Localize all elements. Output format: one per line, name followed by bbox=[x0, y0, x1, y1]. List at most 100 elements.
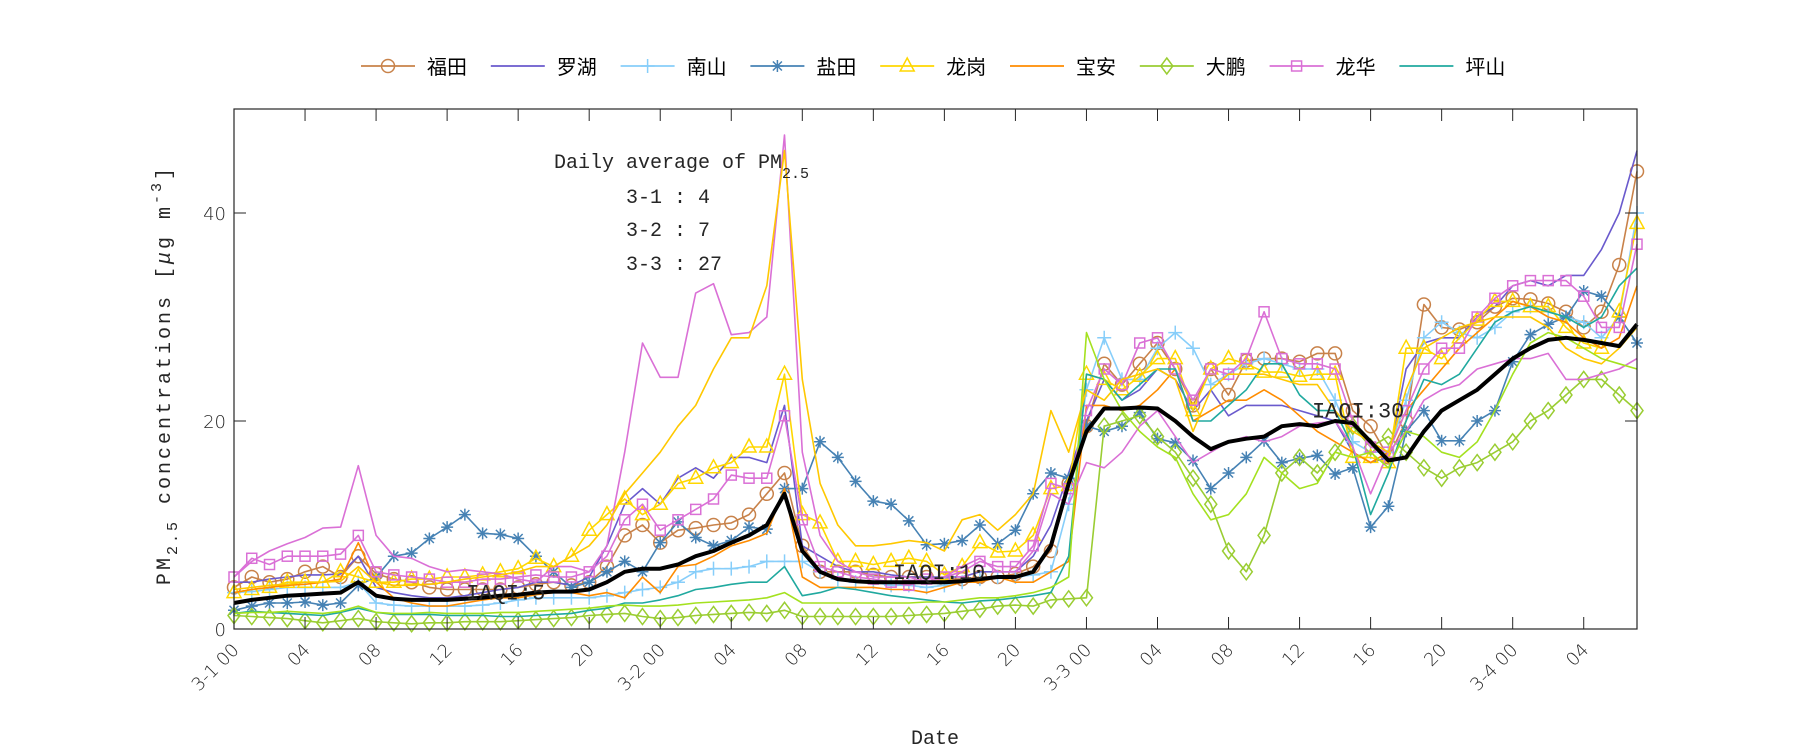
triangle-marker bbox=[865, 554, 882, 571]
series-unlabeled-12-line bbox=[233, 331, 1638, 615]
series-unlabeled-12 bbox=[233, 331, 1638, 615]
plus-marker bbox=[635, 582, 650, 597]
square-marker bbox=[459, 576, 471, 588]
legend-label: 龙华 bbox=[1336, 55, 1376, 79]
diamond-marker bbox=[1150, 427, 1165, 446]
diamond-marker bbox=[1203, 494, 1218, 514]
triangle-marker bbox=[279, 572, 296, 588]
square-marker bbox=[707, 493, 720, 505]
diamond-marker bbox=[244, 607, 259, 626]
asterisk-marker bbox=[512, 532, 525, 545]
square-marker bbox=[405, 571, 418, 583]
triangle-marker bbox=[1291, 366, 1308, 383]
square-marker bbox=[1240, 352, 1253, 365]
x-tick-label: 16 bbox=[923, 640, 954, 671]
triangle-marker bbox=[385, 572, 403, 588]
circle-marker bbox=[617, 528, 632, 543]
square-marker bbox=[1098, 363, 1110, 375]
triangle-marker bbox=[989, 542, 1006, 558]
legend-triangle-icon bbox=[898, 56, 916, 72]
diamond-marker bbox=[1186, 468, 1200, 488]
series-unlabeled-11 bbox=[233, 149, 1638, 591]
triangle-marker bbox=[1007, 541, 1024, 557]
diamond-marker bbox=[777, 601, 792, 620]
legend-label: 宝安 bbox=[1076, 55, 1116, 79]
diamond-marker bbox=[1487, 442, 1502, 462]
triangle-marker bbox=[296, 572, 314, 588]
asterisk-marker bbox=[352, 579, 365, 592]
diamond-marker bbox=[1221, 541, 1236, 561]
asterisk-marker bbox=[689, 531, 702, 544]
legend-item-5: 龙岗 bbox=[880, 55, 986, 79]
series-unlabeled-11-line bbox=[233, 149, 1638, 591]
asterisk-marker bbox=[441, 521, 454, 534]
asterisk-marker bbox=[956, 534, 969, 547]
square-marker bbox=[370, 566, 382, 578]
x-tick-label: 3-4 00 bbox=[1466, 640, 1522, 696]
square-marker bbox=[1435, 342, 1448, 354]
square-marker bbox=[761, 472, 773, 484]
asterisk-marker bbox=[1080, 420, 1093, 433]
asterisk-marker bbox=[1542, 318, 1555, 331]
diamond-marker bbox=[617, 604, 632, 623]
diamond-marker bbox=[315, 613, 330, 633]
square-marker bbox=[1560, 274, 1572, 287]
asterisk-marker bbox=[1346, 461, 1359, 474]
asterisk-marker bbox=[1133, 406, 1146, 419]
legend-asterisk-icon bbox=[771, 60, 784, 72]
asterisk-marker bbox=[1240, 451, 1253, 464]
circle-marker bbox=[706, 517, 721, 533]
square-marker bbox=[1489, 292, 1501, 305]
asterisk-marker bbox=[1204, 482, 1217, 495]
asterisk-marker bbox=[1187, 454, 1200, 467]
diamond-marker bbox=[440, 613, 455, 633]
series-average bbox=[233, 323, 1639, 605]
asterisk-marker bbox=[494, 528, 507, 541]
triangle-marker bbox=[882, 551, 900, 568]
diamond-marker bbox=[884, 607, 899, 626]
square-marker bbox=[1187, 394, 1199, 406]
square-marker bbox=[1524, 274, 1537, 287]
square-marker bbox=[654, 524, 666, 536]
annotation-title: Daily average of PM2.5 bbox=[554, 152, 809, 183]
asterisk-marker bbox=[476, 527, 489, 540]
asterisk-marker bbox=[796, 482, 809, 495]
diamond-marker bbox=[493, 612, 508, 631]
square-marker bbox=[832, 566, 844, 578]
asterisk-marker bbox=[1524, 328, 1537, 341]
y-tick-label: 20 bbox=[203, 412, 226, 433]
asterisk-marker bbox=[814, 435, 827, 448]
asterisk-marker bbox=[1275, 456, 1288, 469]
y-label-sub: 2.5 bbox=[165, 519, 182, 555]
square-marker bbox=[281, 550, 294, 562]
diamond-marker bbox=[1541, 401, 1556, 420]
asterisk-marker bbox=[263, 597, 276, 609]
square-marker bbox=[583, 566, 595, 578]
square-marker bbox=[1382, 446, 1395, 458]
triangle-marker bbox=[723, 453, 740, 469]
square-marker bbox=[601, 550, 613, 562]
diamond-marker bbox=[1239, 562, 1254, 582]
plus-marker bbox=[1097, 330, 1112, 345]
asterisk-marker bbox=[458, 508, 471, 521]
y-label-rest: concentrations [ bbox=[154, 264, 177, 519]
asterisk-marker bbox=[1009, 524, 1022, 537]
legend-plus-icon bbox=[640, 59, 655, 73]
diamond-marker bbox=[1576, 370, 1591, 389]
x-tick-label: 08 bbox=[781, 640, 812, 671]
diamond-marker bbox=[1594, 370, 1609, 389]
legend-label: 龙岗 bbox=[946, 55, 986, 79]
y-tick-label: 40 bbox=[203, 204, 226, 225]
asterisk-marker bbox=[760, 523, 773, 536]
asterisk-marker bbox=[831, 451, 844, 464]
square-marker bbox=[725, 469, 738, 481]
triangle-marker bbox=[1468, 310, 1486, 326]
asterisk-marker bbox=[885, 498, 898, 511]
square-marker bbox=[1151, 332, 1164, 344]
diamond-marker bbox=[546, 609, 561, 628]
diamond-marker bbox=[1505, 432, 1520, 452]
plot-frame bbox=[233, 108, 1638, 630]
triangle-marker bbox=[616, 489, 633, 505]
asterisk-marker bbox=[1151, 432, 1164, 445]
